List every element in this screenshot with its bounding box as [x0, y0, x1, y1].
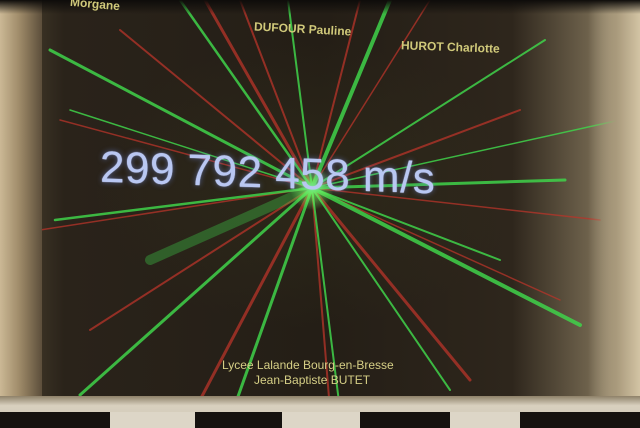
- stage-panel: [450, 412, 520, 428]
- school-credit: Lycee Lalande Bourg-en-Bresse: [222, 358, 394, 372]
- stage-panel: [282, 412, 360, 428]
- stage-panel: [110, 412, 195, 428]
- left-curtain: [0, 0, 42, 410]
- teacher-credit: Jean-Baptiste BUTET: [254, 373, 371, 387]
- right-curtain: [588, 0, 640, 410]
- light-rays: [39, 0, 621, 410]
- ceiling-rail: [0, 0, 640, 14]
